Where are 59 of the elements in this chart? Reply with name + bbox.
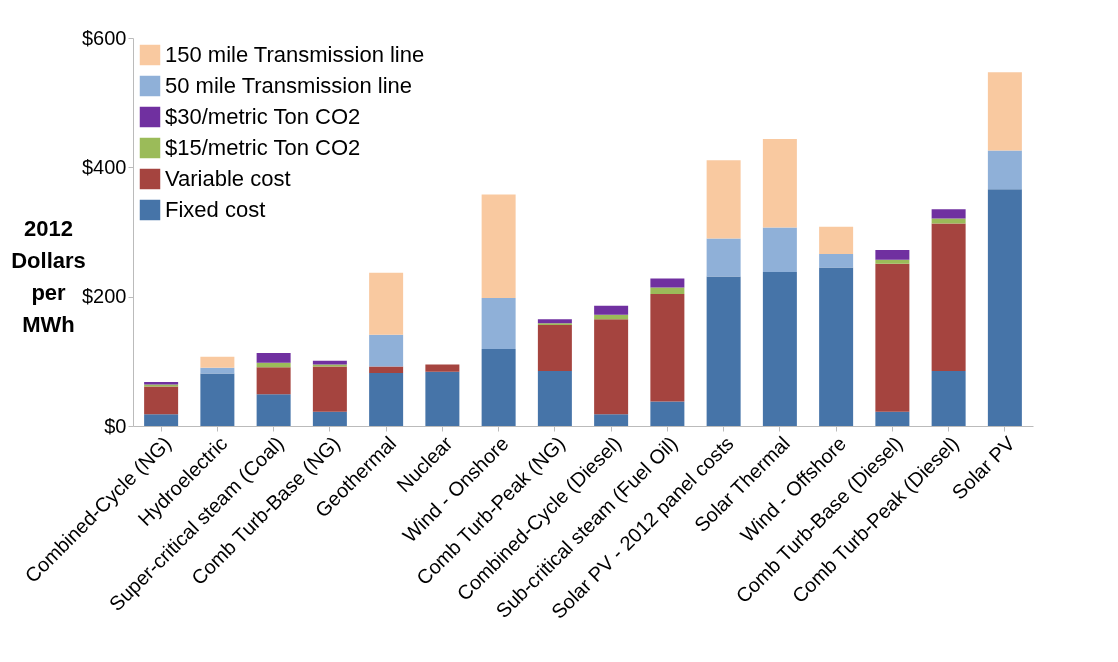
bar (144, 414, 179, 426)
bar (875, 411, 910, 426)
bar (144, 386, 179, 415)
y-tick-label: $600 (82, 26, 127, 49)
bar (875, 259, 910, 264)
bar (369, 272, 404, 335)
legend-label: 150 mile Transmission line (165, 42, 425, 67)
bar (537, 371, 572, 426)
bar (256, 367, 291, 395)
bar (200, 367, 235, 374)
bar (369, 366, 404, 373)
bar (987, 72, 1022, 151)
bar (819, 253, 854, 268)
bar (875, 263, 910, 412)
bar (650, 287, 685, 295)
bar (481, 194, 516, 298)
bar (594, 305, 629, 315)
legend-label: Variable cost (165, 166, 291, 191)
bar (706, 160, 741, 239)
y-tick-label: $0 (104, 414, 127, 437)
bar (931, 209, 966, 219)
bar (200, 373, 235, 426)
bar (312, 411, 347, 426)
bar (650, 401, 685, 426)
bar (987, 189, 1022, 426)
legend-label: 50 mile Transmission line (165, 73, 412, 98)
bar (931, 223, 966, 372)
bar (819, 267, 854, 426)
bar (312, 360, 347, 365)
legend-label: Fixed cost (165, 197, 266, 222)
bar (650, 294, 685, 402)
bar (762, 272, 797, 426)
bar (425, 371, 460, 426)
y-tick-label: $400 (82, 155, 127, 178)
bar (256, 352, 291, 363)
bar (256, 394, 291, 426)
bar (987, 150, 1022, 190)
bar (425, 364, 460, 372)
bar (594, 319, 629, 415)
bar (819, 226, 854, 254)
bar (706, 238, 741, 277)
bar (537, 319, 572, 324)
bar (706, 276, 741, 426)
bar (369, 334, 404, 367)
bar (481, 297, 516, 350)
bar (875, 250, 910, 260)
legend-label: $30/metric Ton CO2 (165, 104, 361, 129)
bar (650, 278, 685, 288)
bar (369, 372, 404, 426)
bar (762, 138, 797, 228)
legend-label: $15/metric Ton CO2 (165, 135, 361, 160)
bar (481, 349, 516, 426)
bar (312, 366, 347, 412)
bar (931, 371, 966, 426)
bar (931, 218, 966, 224)
bar (537, 325, 572, 372)
bar (594, 414, 629, 426)
bar (762, 227, 797, 273)
bar (200, 356, 235, 368)
